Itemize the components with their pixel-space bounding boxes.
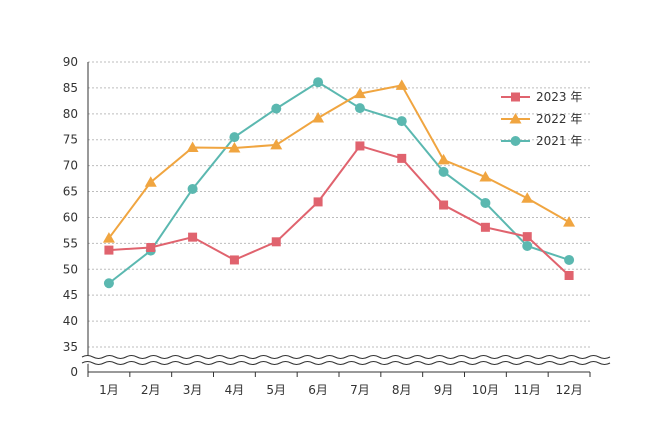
axis-break-line-bottom (81, 361, 611, 365)
data-point-circle (103, 278, 114, 289)
data-point-square (564, 270, 574, 280)
data-point-square (146, 243, 156, 253)
data-point-triangle (521, 192, 534, 203)
data-point-triangle (144, 176, 157, 187)
axes (87, 62, 590, 373)
data-point-triangle (102, 232, 115, 243)
series-2 (103, 77, 575, 289)
data-point-triangle (186, 141, 199, 152)
y-tick-label: 80 (63, 107, 78, 121)
data-point-triangle (437, 153, 450, 165)
x-tick-label: 11月 (514, 383, 541, 397)
data-point-square (355, 141, 365, 151)
y-tick-label: 60 (63, 210, 78, 224)
x-tick-label: 9月 (434, 383, 454, 397)
data-point-circle (187, 183, 198, 194)
data-point-triangle (353, 87, 366, 99)
y-tick-label: 65 (63, 185, 78, 199)
series-1 (102, 79, 576, 243)
data-point-triangle (395, 79, 408, 90)
data-point-circle (271, 103, 282, 114)
legend: 2023 年 2022 年 2021 年 (501, 90, 582, 148)
data-point-triangle (312, 111, 325, 123)
x-tick-label: 12月 (555, 383, 582, 397)
legend-item: 2021 年 (501, 134, 582, 148)
y-tick-label: 40 (63, 314, 78, 328)
series-line (108, 81, 570, 285)
data-point-triangle (270, 138, 283, 150)
x-tick-label: 4月 (225, 383, 245, 397)
series-0 (104, 141, 574, 280)
x-tick-label: 5月 (266, 383, 286, 397)
legend-swatch-marker (509, 113, 522, 124)
data-point-square (313, 197, 323, 207)
y-tick-label: 70 (63, 159, 78, 173)
legend-label: 2022 年 (536, 112, 582, 126)
x-tick-label: 8月 (392, 383, 412, 397)
y-axis-ticks: 0 35 40 45 50 55 60 65 70 75 80 85 90 (63, 55, 78, 379)
x-tick-label: 1月 (99, 383, 119, 397)
data-point-square (188, 232, 198, 242)
x-tick-label: 2月 (141, 383, 161, 397)
data-point-circle (438, 166, 449, 177)
y-tick-label: 45 (63, 288, 78, 302)
axis-break-line-top (81, 355, 611, 359)
legend-label: 2021 年 (536, 134, 582, 148)
x-tick-label: 10月 (472, 383, 499, 397)
axis-break (68, 355, 611, 365)
data-point-square (229, 255, 239, 265)
data-point-circle (354, 103, 365, 114)
legend-swatch-marker (511, 92, 520, 102)
y-tick-label: 55 (63, 236, 78, 250)
data-point-triangle (563, 216, 576, 227)
y-tick-label: 90 (63, 55, 78, 69)
data-point-triangle (479, 171, 492, 182)
data-point-square (104, 245, 114, 255)
data-point-circle (522, 240, 533, 251)
data-point-square (480, 222, 490, 232)
y-tick-label: 35 (63, 340, 78, 354)
data-point-circle (480, 197, 491, 208)
data-point-triangle (228, 142, 241, 153)
data-point-square (522, 232, 532, 242)
series-line (108, 144, 570, 277)
y-tick-label: 75 (63, 133, 78, 147)
legend-label: 2023 年 (536, 90, 582, 104)
data-point-circle (229, 132, 240, 143)
data-point-circle (564, 254, 575, 265)
data-point-circle (396, 116, 407, 127)
legend-item: 2023 年 (501, 90, 582, 104)
series-line (108, 84, 570, 239)
data-point-square (271, 237, 281, 247)
y-tick-label: 50 (63, 262, 78, 276)
x-tick-label: 7月 (350, 383, 370, 397)
x-axis-ticks: 1月 2月 3月 4月 5月 6月 7月 8月 9月 10月 11月 12月 (87, 372, 591, 397)
data-point-circle (313, 77, 324, 88)
series-lines (102, 77, 576, 289)
data-point-square (397, 153, 407, 163)
x-tick-label: 6月 (308, 383, 328, 397)
y-tick-label: 85 (63, 81, 78, 95)
legend-item: 2022 年 (501, 112, 582, 126)
y-tick-label: 0 (70, 365, 78, 379)
legend-swatch-marker (510, 136, 521, 146)
x-tick-label: 3月 (183, 383, 203, 397)
data-point-square (439, 200, 449, 210)
